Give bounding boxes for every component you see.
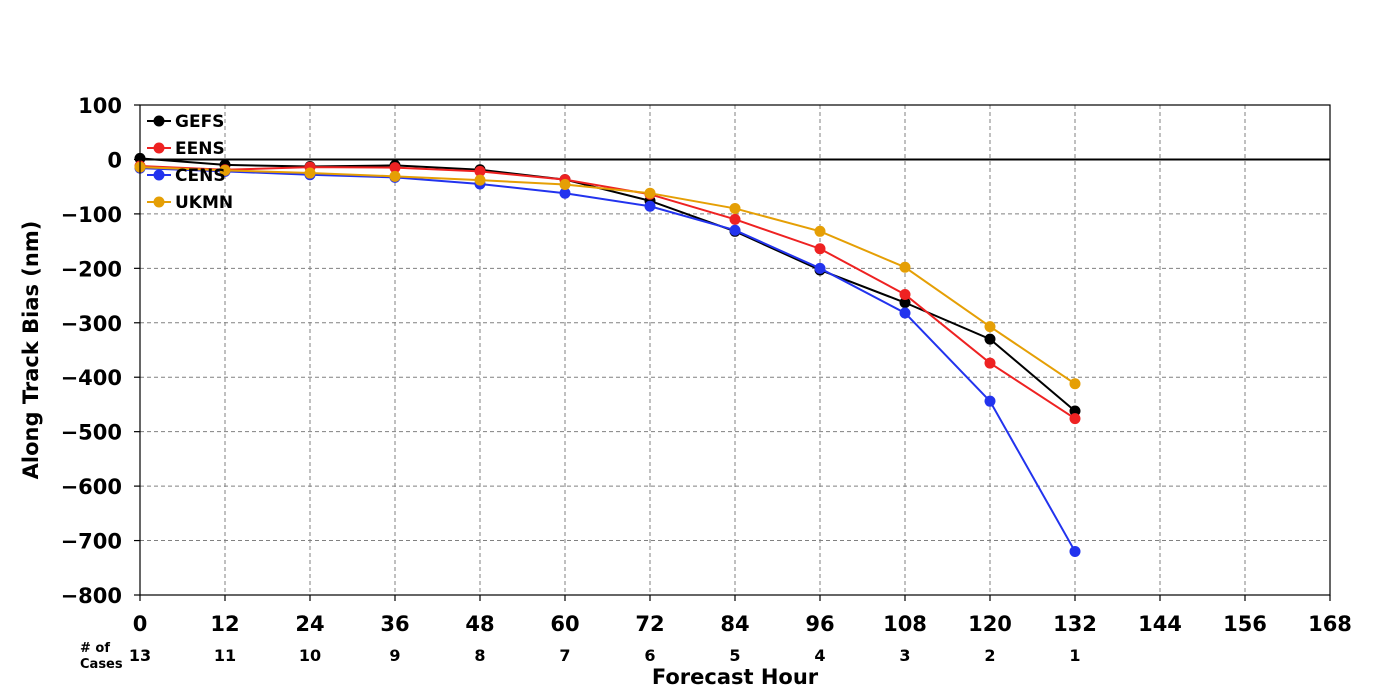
data-point-ukmn bbox=[1069, 378, 1081, 390]
data-point-eens bbox=[899, 288, 911, 300]
y-tick-labels: 100 0 −100 −200 −300 −400 −500 −600 −700 −800 bbox=[61, 94, 140, 608]
case-count-label: 3 bbox=[899, 646, 910, 665]
legend-marker-ukmn bbox=[153, 196, 165, 208]
series-line-gefs bbox=[139, 157, 1076, 412]
case-count-label: 2 bbox=[984, 646, 995, 665]
data-point-eens bbox=[474, 165, 486, 177]
legend-label-cens: CENS bbox=[175, 166, 226, 186]
x-tick-label: 60 bbox=[550, 612, 579, 636]
x-tick-label: 96 bbox=[805, 612, 834, 636]
legend-marker-cens bbox=[153, 169, 165, 181]
y-tick-label: −800 bbox=[61, 584, 122, 608]
cases-title-line-1: # of bbox=[80, 641, 110, 656]
y-tick-label: 100 bbox=[78, 94, 122, 118]
data-point-gefs bbox=[1069, 405, 1081, 417]
data-point-ukmn bbox=[984, 321, 996, 333]
data-point-cens bbox=[899, 307, 911, 319]
x-tick-label: 144 bbox=[1138, 612, 1182, 636]
case-count-label: 7 bbox=[559, 646, 570, 665]
legend-item-ukmn: UKMN bbox=[147, 193, 233, 213]
data-point-eens bbox=[729, 213, 741, 225]
y-tick-label: 0 bbox=[107, 148, 122, 172]
cases-row: 13 11 10 9 8 7 6 5 4 3 2 1 bbox=[129, 646, 1081, 665]
case-count-label: 1 bbox=[1069, 646, 1080, 665]
data-point-cens bbox=[1069, 545, 1081, 557]
y-tick-label: −200 bbox=[61, 257, 122, 281]
case-count-label: 9 bbox=[389, 646, 400, 665]
case-count-label: 5 bbox=[729, 646, 740, 665]
legend-marker-eens bbox=[153, 142, 165, 154]
case-count-label: 11 bbox=[214, 646, 236, 665]
case-count-label: 8 bbox=[474, 646, 485, 665]
data-point-eens bbox=[389, 162, 401, 174]
series-ukmn bbox=[134, 161, 1081, 390]
data-point-ukmn bbox=[219, 164, 231, 176]
case-count-label: 4 bbox=[814, 646, 825, 665]
data-point-eens bbox=[814, 243, 826, 255]
x-tick-label: 12 bbox=[210, 612, 239, 636]
data-point-cens bbox=[559, 187, 571, 199]
y-tick-label: −300 bbox=[61, 312, 122, 336]
y-tick-label: −600 bbox=[61, 475, 122, 499]
series-line-eens bbox=[139, 164, 1076, 420]
data-point-gefs bbox=[984, 333, 996, 345]
legend-item-cens: CENS bbox=[147, 166, 226, 186]
data-point-ukmn bbox=[559, 178, 571, 190]
x-tick-label: 72 bbox=[635, 612, 664, 636]
legend-marker-gefs bbox=[153, 115, 165, 127]
series-cens bbox=[134, 162, 1081, 557]
legend-item-gefs: GEFS bbox=[147, 112, 224, 132]
x-tick-label: 168 bbox=[1308, 612, 1352, 636]
data-point-ukmn bbox=[729, 202, 741, 214]
legend-label-eens: EENS bbox=[175, 139, 225, 159]
data-point-eens bbox=[1069, 413, 1081, 425]
x-tick-label: 24 bbox=[295, 612, 324, 636]
data-point-cens bbox=[814, 262, 826, 274]
data-point-eens bbox=[984, 357, 996, 369]
y-tick-label: −400 bbox=[61, 366, 122, 390]
x-tick-label: 132 bbox=[1053, 612, 1097, 636]
y-tick-label: −700 bbox=[61, 530, 122, 554]
y-tick-label: −100 bbox=[61, 203, 122, 227]
x-tick-label: 48 bbox=[465, 612, 494, 636]
data-point-cens bbox=[644, 200, 656, 212]
data-point-cens bbox=[984, 395, 996, 407]
data-point-ukmn bbox=[474, 174, 486, 186]
x-tick-label: 156 bbox=[1223, 612, 1267, 636]
x-tick-label: 108 bbox=[883, 612, 927, 636]
x-axis-title: Forecast Hour bbox=[652, 665, 819, 689]
data-point-ukmn bbox=[814, 225, 826, 237]
legend: GEFS EENS CENS UKMN bbox=[147, 112, 233, 213]
x-tick-label: 36 bbox=[380, 612, 409, 636]
series-line-cens bbox=[139, 167, 1076, 552]
legend-label-ukmn: UKMN bbox=[175, 193, 233, 213]
y-axis-title: Along Track Bias (nm) bbox=[19, 221, 43, 480]
x-tick-labels: 0 12 24 36 48 60 72 84 96 108 120 132 144 156 168 bbox=[133, 595, 1352, 636]
case-count-label: 13 bbox=[129, 646, 151, 665]
x-tick-label: 84 bbox=[720, 612, 749, 636]
legend-label-gefs: GEFS bbox=[175, 112, 224, 132]
y-tick-label: −500 bbox=[61, 421, 122, 445]
data-point-ukmn bbox=[304, 167, 316, 179]
legend-item-eens: EENS bbox=[147, 139, 225, 159]
cases-title-line-2: Cases bbox=[80, 657, 123, 672]
data-point-cens bbox=[729, 224, 741, 236]
series-line-ukmn bbox=[139, 166, 1076, 385]
x-tick-label: 0 bbox=[133, 612, 148, 636]
data-point-ukmn bbox=[644, 187, 656, 199]
series-layer bbox=[134, 152, 1081, 557]
case-count-label: 6 bbox=[644, 646, 655, 665]
case-count-label: 10 bbox=[299, 646, 321, 665]
data-point-ukmn bbox=[899, 261, 911, 273]
x-tick-label: 120 bbox=[968, 612, 1012, 636]
data-point-gefs bbox=[899, 297, 911, 309]
data-point-ukmn bbox=[389, 170, 401, 182]
grid-layer bbox=[140, 105, 1330, 595]
